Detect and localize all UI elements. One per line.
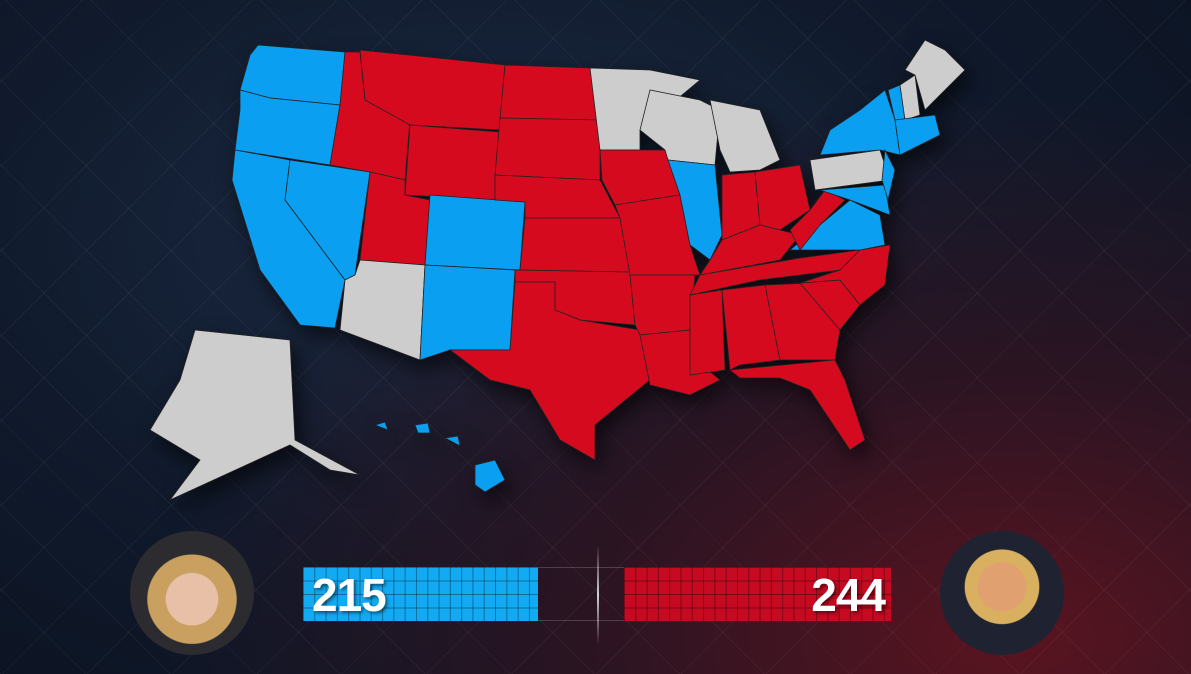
state-ma[interactable] xyxy=(894,114,941,156)
democrat-vote-count: 215 xyxy=(312,569,387,621)
state-shape-hi[interactable] xyxy=(443,435,461,447)
state-pa[interactable] xyxy=(809,149,891,191)
state-mi[interactable] xyxy=(709,99,781,173)
state-shape-co[interactable] xyxy=(424,194,526,271)
state-shape-nh[interactable] xyxy=(899,74,921,121)
state-co[interactable] xyxy=(424,194,526,271)
state-shape-pa[interactable] xyxy=(809,149,891,191)
state-ms[interactable] xyxy=(689,289,726,376)
state-shape-ks[interactable] xyxy=(519,217,631,273)
state-wy[interactable] xyxy=(404,124,501,201)
state-nj[interactable] xyxy=(881,148,896,202)
state-nh[interactable] xyxy=(899,74,921,121)
state-shape-nd[interactable] xyxy=(499,64,601,121)
state-shape-wv[interactable] xyxy=(789,189,846,251)
republican-candidate-avatar xyxy=(940,531,1064,655)
state-shape-nm[interactable] xyxy=(419,264,516,361)
state-shape-ma[interactable] xyxy=(894,114,941,156)
state-wv[interactable] xyxy=(789,189,846,251)
state-shape-oh[interactable] xyxy=(754,164,811,231)
democrat-vote-bar xyxy=(303,567,538,621)
republican-vote-count: 244 xyxy=(811,569,886,621)
state-ar[interactable] xyxy=(629,274,696,336)
state-hi[interactable] xyxy=(373,421,506,493)
state-shape-fl[interactable] xyxy=(728,359,866,451)
state-shape-mi[interactable] xyxy=(709,99,781,173)
republican-vote-bar xyxy=(624,567,891,621)
state-shape-mt[interactable] xyxy=(359,49,506,131)
state-ks[interactable] xyxy=(519,217,631,273)
state-shape-sd[interactable] xyxy=(494,117,601,181)
state-fl[interactable] xyxy=(728,359,866,451)
state-shape-nc[interactable] xyxy=(799,244,891,306)
state-shape-ar[interactable] xyxy=(629,274,696,336)
state-shape-al[interactable] xyxy=(721,284,781,371)
270-threshold-line xyxy=(597,545,599,645)
state-shape-wy[interactable] xyxy=(404,124,501,201)
state-shape-ny[interactable] xyxy=(819,89,901,156)
state-al[interactable] xyxy=(721,284,781,371)
state-shape-hi[interactable] xyxy=(373,421,389,431)
state-shape-hi[interactable] xyxy=(414,422,431,434)
state-oh[interactable] xyxy=(754,164,811,231)
state-shape-ak[interactable] xyxy=(149,329,361,501)
democrat-candidate-avatar xyxy=(130,531,254,655)
state-sd[interactable] xyxy=(494,117,601,181)
state-shape-hi[interactable] xyxy=(474,459,506,493)
state-shape-me[interactable] xyxy=(904,39,966,111)
state-shape-md[interactable] xyxy=(819,184,891,216)
state-ny[interactable] xyxy=(819,89,901,156)
state-nd[interactable] xyxy=(499,64,601,121)
state-md[interactable] xyxy=(819,184,891,216)
state-ak[interactable] xyxy=(149,329,361,501)
state-me[interactable] xyxy=(904,39,966,111)
state-shape-nj[interactable] xyxy=(881,148,896,202)
state-shape-ms[interactable] xyxy=(689,289,726,376)
state-nc[interactable] xyxy=(799,244,891,306)
state-mt[interactable] xyxy=(359,49,506,131)
state-nm[interactable] xyxy=(419,264,516,361)
